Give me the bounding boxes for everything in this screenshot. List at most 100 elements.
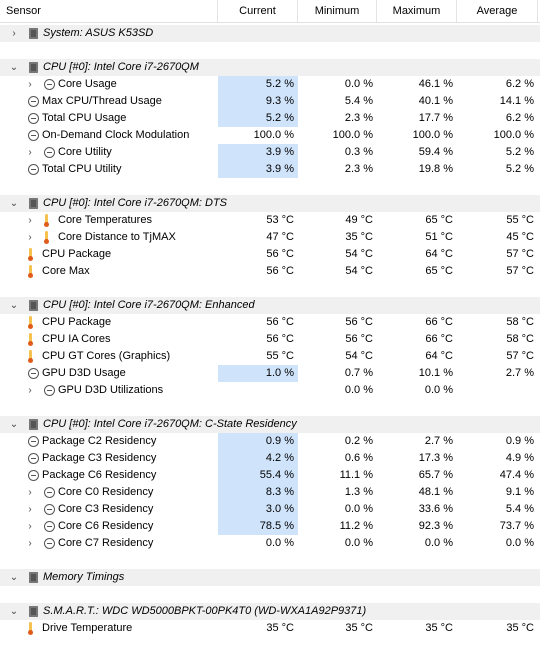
value-maximum: 66 °C [425, 333, 453, 345]
sensor-row[interactable]: › Core Distance to TjMAX 47 °C 35 °C 51 °C 45… [0, 229, 540, 246]
sensor-label: Total CPU Usage [42, 112, 127, 124]
sensor-label: Core Temperatures [58, 214, 152, 226]
sensor-group-row[interactable]: ⌄ S.M.A.R.T.: WDC WD5000BPKT-00PK4T0 (WD-… [0, 603, 540, 620]
sensor-row[interactable]: › GPU D3D Utilizations 0.0 % 0.0 % [0, 382, 540, 399]
value-maximum: 59.4 % [418, 146, 453, 158]
sensor-row[interactable]: › Core C0 Residency 8.3 % 1.3 % 48.1 % 9.1 % [0, 484, 540, 501]
group-label: CPU [#0]: Intel Core i7-2670QM: Enhanced [43, 299, 255, 311]
chevron-down-icon[interactable]: ⌄ [9, 300, 19, 311]
thermometer-icon [28, 265, 33, 278]
value-minimum: 35 °C [345, 622, 373, 634]
value-current [218, 382, 298, 399]
sensor-label: Package C3 Residency [42, 452, 157, 464]
chevron-right-icon[interactable]: › [28, 538, 32, 549]
sensor-group-row[interactable]: ⌄ CPU [#0]: Intel Core i7-2670QM: DTS [0, 195, 540, 212]
header-minimum[interactable]: Minimum [298, 0, 377, 22]
value-maximum: 92.3 % [418, 520, 453, 532]
sensor-row[interactable]: › Core C3 Residency 3.0 % 0.0 % 33.6 % 5.4 % [0, 501, 540, 518]
chevron-right-icon[interactable]: › [28, 504, 32, 515]
value-average: 73.7 % [499, 520, 534, 532]
sensor-group-row[interactable]: ⌄ CPU [#0]: Intel Core i7-2670QM [0, 59, 540, 76]
sensor-row[interactable]: › Core Utility 3.9 % 0.3 % 59.4 % 5.2 % [0, 144, 540, 161]
value-maximum: 65 °C [425, 265, 453, 277]
sensor-group-row[interactable]: ⌄ CPU [#0]: Intel Core i7-2670QM: Enhance… [0, 297, 540, 314]
value-maximum: 65.7 % [418, 469, 453, 481]
sensor-label: Core C0 Residency [58, 486, 154, 498]
chevron-down-icon[interactable]: ⌄ [9, 62, 19, 73]
chevron-right-icon[interactable]: › [28, 487, 32, 498]
group-label: CPU [#0]: Intel Core i7-2670QM [43, 61, 199, 73]
value-average: 5.2 % [505, 163, 534, 175]
value-current: 55 °C [266, 350, 294, 362]
value-minimum: 11.1 % [339, 469, 373, 481]
chevron-right-icon[interactable]: › [28, 215, 32, 226]
sensor-row[interactable]: Total CPU Utility 3.9 % 2.3 % 19.8 % 5.2 % [0, 161, 540, 178]
chevron-right-icon[interactable]: › [28, 232, 32, 243]
clock-icon [44, 385, 55, 396]
sensor-row[interactable]: Drive Temperature 35 °C 35 °C 35 °C 35 °C [0, 620, 540, 637]
clock-icon [44, 538, 55, 549]
sensor-label: CPU IA Cores [42, 333, 111, 345]
value-minimum: 0.0 % [344, 503, 373, 515]
header-maximum[interactable]: Maximum [377, 0, 457, 22]
sensor-row[interactable]: Package C2 Residency 0.9 % 0.2 % 2.7 % 0.9 % [0, 433, 540, 450]
sensor-label: Core C6 Residency [58, 520, 154, 532]
header-sensor[interactable]: Sensor [0, 0, 218, 22]
value-average: 58 °C [506, 333, 534, 345]
clock-icon [28, 164, 39, 175]
sensor-row[interactable]: CPU IA Cores 56 °C 56 °C 66 °C 58 °C [0, 331, 540, 348]
sensor-label: Core Distance to TjMAX [58, 231, 176, 243]
value-minimum: 1.3 % [344, 486, 373, 498]
sensor-group-row[interactable]: › System: ASUS K53SD [0, 25, 540, 42]
sensor-row[interactable]: Package C3 Residency 4.2 % 0.6 % 17.3 % 4.9 … [0, 450, 540, 467]
sensor-row[interactable]: › Core Usage 5.2 % 0.0 % 46.1 % 6.2 % [0, 76, 540, 93]
sensor-row[interactable]: Package C6 Residency 55.4 % 11.1 % 65.7 % 47… [0, 467, 540, 484]
sensor-group-row[interactable]: ⌄ Memory Timings [0, 569, 540, 586]
chevron-right-icon[interactable]: › [28, 521, 32, 532]
sensor-row[interactable]: › Core Temperatures 53 °C 49 °C 65 °C 55 °C [0, 212, 540, 229]
chevron-right-icon[interactable]: › [28, 385, 32, 396]
sensor-row[interactable]: Core Max 56 °C 54 °C 65 °C 57 °C [0, 263, 540, 280]
chevron-down-icon[interactable]: ⌄ [9, 572, 19, 583]
sensor-label: Core Utility [58, 146, 112, 158]
sensor-row[interactable]: On-Demand Clock Modulation 100.0 % 100.0 %… [0, 127, 540, 144]
chevron-right-icon[interactable]: › [28, 79, 32, 90]
value-current: 56 °C [266, 248, 294, 260]
chip-icon [29, 198, 38, 209]
value-maximum: 33.6 % [418, 503, 453, 515]
chevron-right-icon[interactable]: › [28, 147, 32, 158]
chevron-down-icon[interactable]: ⌄ [9, 419, 19, 430]
value-current: 3.9 % [218, 144, 298, 161]
sensor-row[interactable]: CPU Package 56 °C 56 °C 66 °C 58 °C [0, 314, 540, 331]
value-average: 100.0 % [493, 129, 534, 141]
value-current: 47 °C [266, 231, 294, 243]
header-average[interactable]: Average [457, 0, 538, 22]
value-current: 3.9 % [218, 161, 298, 178]
value-maximum: 64 °C [425, 248, 453, 260]
sensor-row[interactable]: › Core C7 Residency 0.0 % 0.0 % 0.0 % 0.0 % [0, 535, 540, 552]
sensor-row[interactable]: GPU D3D Usage 1.0 % 0.7 % 10.1 % 2.7 % [0, 365, 540, 382]
chevron-down-icon[interactable]: ⌄ [9, 606, 19, 617]
sensor-label: CPU GT Cores (Graphics) [42, 350, 171, 362]
value-current: 3.0 % [218, 501, 298, 518]
header-current[interactable]: Current [218, 0, 298, 22]
value-current: 55.4 % [218, 467, 298, 484]
sensor-row[interactable]: Total CPU Usage 5.2 % 2.3 % 17.7 % 6.2 % [0, 110, 540, 127]
sensor-row[interactable]: CPU Package 56 °C 54 °C 64 °C 57 °C [0, 246, 540, 263]
value-current: 8.3 % [218, 484, 298, 501]
value-average: 57 °C [506, 350, 534, 362]
value-minimum: 0.0 % [344, 537, 373, 549]
sensor-row[interactable]: CPU GT Cores (Graphics) 55 °C 54 °C 64 °C 57… [0, 348, 540, 365]
value-average: 55 °C [506, 214, 534, 226]
sensor-row[interactable]: › Core C6 Residency 78.5 % 11.2 % 92.3 % 73.7… [0, 518, 540, 535]
chevron-down-icon[interactable]: ⌄ [9, 198, 19, 209]
value-minimum: 56 °C [345, 333, 373, 345]
chevron-right-icon[interactable]: › [12, 28, 16, 39]
clock-icon [28, 130, 39, 141]
value-current: 4.2 % [218, 450, 298, 467]
value-minimum: 54 °C [345, 350, 373, 362]
sensor-group-row[interactable]: ⌄ CPU [#0]: Intel Core i7-2670QM: C-State… [0, 416, 540, 433]
value-current: 56 °C [266, 316, 294, 328]
value-average: 57 °C [506, 265, 534, 277]
